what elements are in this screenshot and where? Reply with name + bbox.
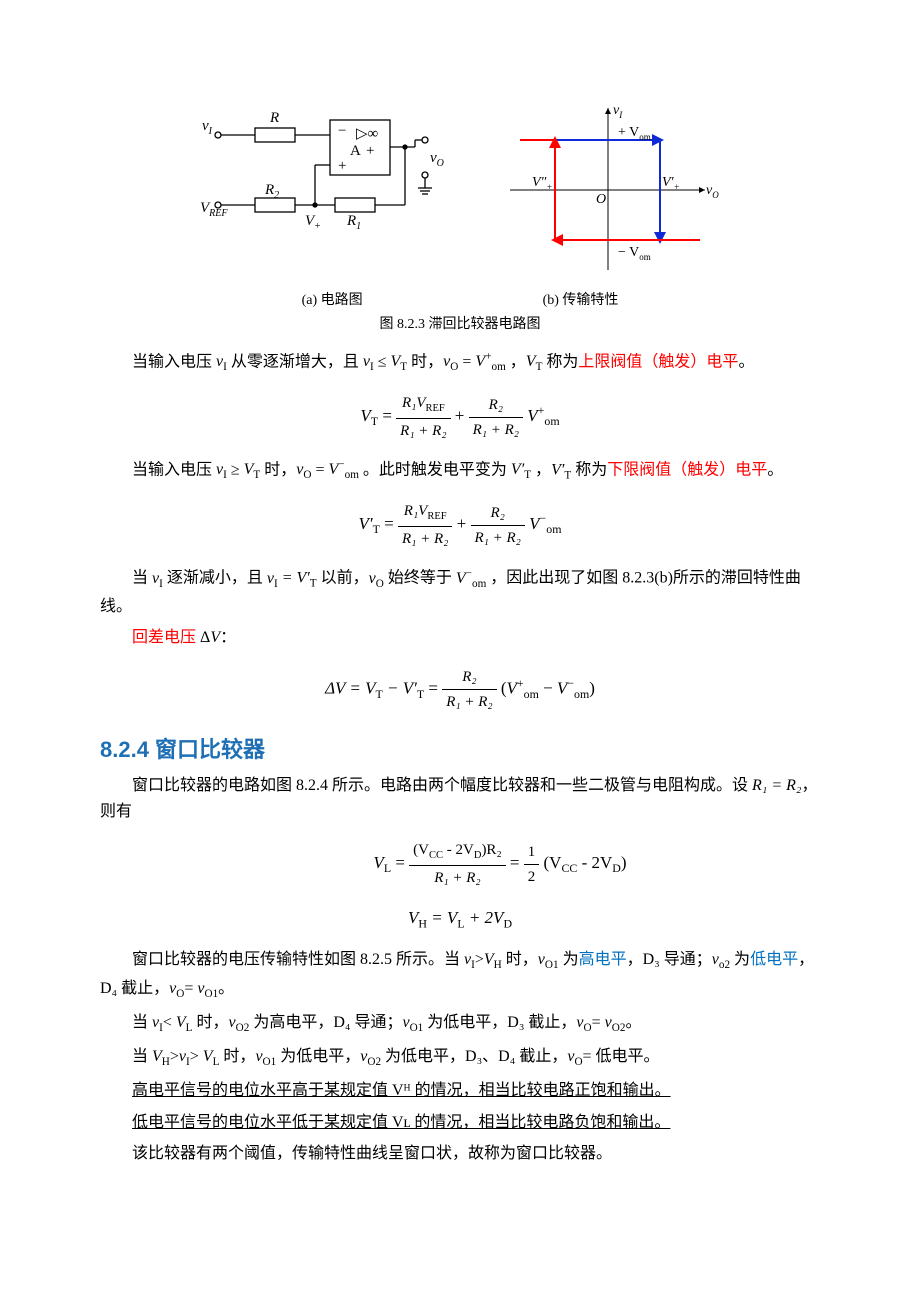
section-title-8-2-4: 8.2.4 窗口比较器 [100, 732, 820, 767]
svg-text:V″+: V″+ [532, 175, 552, 192]
paragraph-3: 当 vI 逐渐减小，且 vI = V′T 以前，vO 始终等于 V−om ，因此… [100, 565, 820, 619]
equation-VT: VT = R₁VREFR₁ + R₂ + R₂R₁ + R₂ V+om [100, 391, 820, 443]
svg-text:R1: R1 [346, 213, 361, 232]
svg-text:A: A [350, 143, 361, 159]
lower-threshold-term: 下限阀值（触发）电平 [607, 461, 767, 478]
paragraph-4: 回差电压 ΔV： [100, 625, 820, 651]
equation-VL: VL = (VCC - 2VD)R₂ R₁ + R₂ = 12 (VCC - 2… [100, 838, 820, 890]
svg-text:vO: vO [706, 183, 719, 200]
svg-text:+: + [366, 143, 374, 159]
upper-threshold-term: 上限阀值（触发）电平 [578, 353, 738, 370]
paragraph-7: 当 vI< VL 时，vO2 为高电平，D₄ 导通；vO1 为低电平，D₃ 截止… [100, 1010, 820, 1038]
paragraph-9: 高电平信号的电位水平高于某规定值 Vᴴ 的情况，相当比较电路正饱和输出。 [100, 1078, 820, 1104]
equation-VH: VH = VL + 2VD [100, 904, 820, 933]
circuit-diagram: vI R − ▷∞ A + + vO VREF R2 V+ R1 [200, 100, 460, 250]
svg-text:−: − [338, 123, 346, 139]
paragraph-5: 窗口比较器的电路如图 8.2.4 所示。电路由两个幅度比较器和一些二极管与电阻构… [100, 773, 820, 824]
svg-text:vO: vO [430, 150, 444, 169]
hysteresis-voltage-term: 回差电压 [132, 629, 196, 646]
svg-text:vI: vI [202, 118, 213, 137]
high-level-term: 高电平 [579, 951, 627, 968]
paragraph-1: 当输入电压 vI 从零逐渐增大，且 vI ≤ VT 时，vO = V+om ，V… [100, 349, 820, 377]
svg-text:+ Vom: + Vom [618, 125, 651, 142]
figure-sublabels: (a) 电路图 (b) 传输特性 [100, 290, 820, 312]
figure-caption: 图 8.2.3 滞回比较器电路图 [100, 314, 820, 336]
paragraph-6: 窗口比较器的电压传输特性如图 8.2.5 所示。当 vI>VH 时，vO1 为高… [100, 947, 820, 1003]
equation-deltaV: ΔV = VT − V′T = R₂R₁ + R₂ (V+om − V−om) [100, 665, 820, 714]
paragraph-10: 低电平信号的电位水平低于某规定值 Vʟ 的情况，相当比较电路负饱和输出。 [100, 1110, 820, 1136]
equation-VTprime: V′T = R₁VREFR₁ + R₂ + R₂R₁ + R₂ V−om [100, 499, 820, 551]
low-level-term: 低电平 [750, 951, 798, 968]
transfer-characteristic-diagram: vI vO + Vom − Vom V″+ V′+ O [500, 100, 720, 280]
svg-text:V′+: V′+ [662, 175, 680, 192]
label-a: (a) 电路图 [302, 290, 363, 312]
label-b: (b) 传输特性 [543, 290, 619, 312]
svg-text:O: O [596, 192, 606, 207]
svg-text:▷∞: ▷∞ [356, 126, 378, 142]
paragraph-11: 该比较器有两个阈值，传输特性曲线呈窗口状，故称为窗口比较器。 [100, 1141, 820, 1167]
svg-text:V+: V+ [305, 213, 321, 232]
paragraph-8: 当 VH>vI> VL 时，vO1 为低电平，vO2 为低电平，D₃、D₄ 截止… [100, 1044, 820, 1072]
paragraph-2: 当输入电压 vI ≥ VT 时，vO = V−om 。此时触发电平变为 V′T … [100, 457, 820, 485]
svg-text:+: + [338, 158, 346, 174]
svg-text:VREF: VREF [200, 200, 228, 219]
svg-text:R: R [269, 110, 279, 126]
figure-8-2-3: vI R − ▷∞ A + + vO VREF R2 V+ R1 [100, 100, 820, 280]
svg-text:vI: vI [613, 103, 623, 120]
svg-text:− Vom: − Vom [618, 245, 651, 262]
